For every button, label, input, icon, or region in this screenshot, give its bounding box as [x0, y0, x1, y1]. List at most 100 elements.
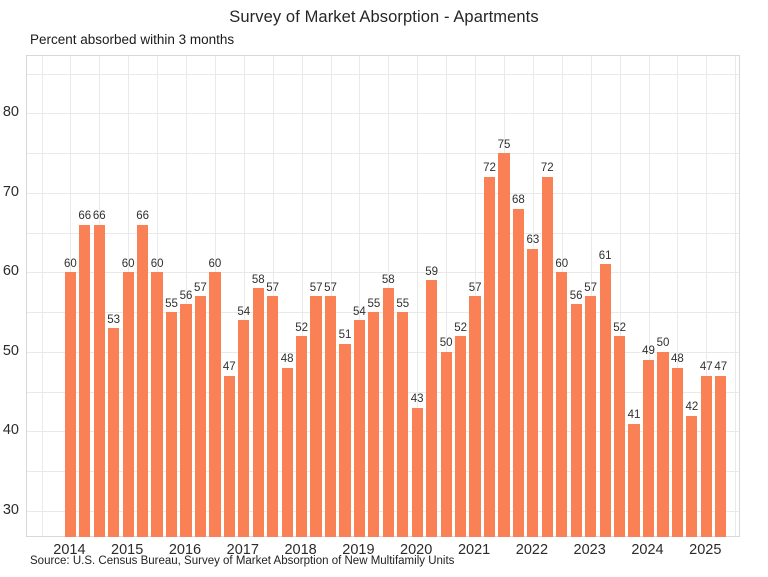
bar — [252, 288, 264, 537]
source-note: Source: U.S. Census Bureau, Survey of Ma… — [30, 555, 455, 567]
bar — [527, 248, 539, 537]
x-tick-label: 2020 — [400, 542, 433, 558]
bar-value-label: 57 — [468, 281, 482, 294]
bar-value-label: 59 — [425, 265, 439, 278]
h-gridline — [27, 113, 739, 115]
bar — [686, 415, 698, 537]
bar-value-label: 60 — [555, 257, 569, 270]
bar-value-label: 57 — [324, 281, 337, 294]
bar — [180, 304, 192, 537]
x-tick-label: 2023 — [573, 542, 606, 558]
bar — [122, 272, 134, 537]
bar — [440, 351, 452, 537]
x-tick-label: 2015 — [111, 542, 144, 558]
v-gridline — [706, 56, 708, 536]
bar — [715, 375, 727, 537]
bar — [64, 272, 76, 537]
bar — [296, 336, 308, 537]
v-gridline — [41, 56, 43, 536]
plot-area: 60 66 66 53 60 66 60 55 56 57 60 47 54 58 57 48 52 57 57 51… — [26, 55, 740, 537]
chart-subtitle: Percent absorbed within 3 months — [30, 32, 235, 47]
x-tick-label: 2014 — [53, 542, 86, 558]
bar-value-label: 57 — [309, 281, 323, 294]
v-gridline — [619, 56, 621, 536]
bar-value-label: 60 — [121, 257, 135, 270]
bar-value-label: 66 — [136, 210, 149, 223]
bar — [209, 272, 221, 537]
bar-value-label: 55 — [165, 297, 178, 310]
v-gridline — [735, 56, 737, 536]
h-gridline — [27, 272, 739, 274]
v-gridline — [243, 56, 245, 536]
v-gridline — [648, 56, 650, 536]
v-gridline — [590, 56, 592, 536]
bar — [628, 423, 640, 537]
y-tick-label: 60 — [2, 263, 19, 280]
bar-value-label: 55 — [396, 297, 410, 310]
x-tick-label: 2022 — [515, 542, 549, 558]
bar — [324, 296, 337, 537]
bar-value-label: 52 — [613, 321, 626, 334]
bar — [657, 351, 669, 537]
bar-value-label: 53 — [107, 313, 121, 326]
bar — [671, 367, 684, 537]
bar — [455, 336, 467, 537]
bar-value-label: 72 — [483, 162, 496, 175]
bar — [165, 312, 178, 537]
v-gridline — [677, 56, 679, 536]
bar — [512, 208, 525, 537]
bar — [397, 312, 409, 537]
bar — [137, 224, 149, 537]
bar-value-label: 47 — [699, 361, 713, 374]
v-gridline — [272, 56, 274, 536]
y-tick-label: 70 — [2, 183, 19, 200]
bar-value-label: 58 — [251, 273, 265, 286]
bar — [556, 272, 568, 537]
bar-value-label: 68 — [511, 194, 525, 207]
bar — [238, 320, 250, 537]
bar — [108, 328, 120, 537]
bar-value-label: 49 — [642, 345, 655, 358]
bar — [642, 359, 655, 537]
bar — [267, 296, 279, 537]
x-tick-label: 2016 — [168, 542, 202, 558]
bar-value-label: 57 — [193, 281, 207, 294]
h-gridline — [27, 153, 739, 154]
bar-value-label: 43 — [410, 393, 424, 406]
bar-value-label: 52 — [454, 321, 467, 334]
bar-value-label: 58 — [381, 273, 395, 286]
bar — [382, 288, 394, 537]
x-tick-label: 2019 — [342, 542, 375, 558]
bar-value-label: 55 — [367, 297, 381, 310]
bar — [93, 224, 105, 537]
bar — [79, 224, 91, 537]
v-gridline — [475, 56, 477, 536]
bar-value-label: 50 — [656, 337, 670, 350]
bar-value-label: 54 — [237, 305, 251, 318]
bar — [700, 375, 712, 537]
v-gridline — [301, 56, 303, 536]
bar-value-label: 75 — [497, 138, 511, 151]
bar — [411, 407, 423, 537]
x-tick-label: 2017 — [226, 542, 259, 558]
bar-value-label: 52 — [295, 321, 308, 334]
v-gridline — [330, 56, 332, 536]
bar — [498, 153, 510, 537]
bar-value-label: 60 — [63, 257, 77, 270]
chart-title: Survey of Market Absorption - Apartments — [229, 8, 539, 26]
bar-value-label: 48 — [670, 353, 684, 366]
h-gridline — [27, 73, 739, 75]
bar-value-label: 42 — [685, 401, 699, 413]
bar-value-label: 48 — [280, 353, 294, 366]
bar — [310, 296, 322, 537]
bar-value-label: 56 — [569, 289, 583, 302]
v-gridline — [359, 56, 361, 536]
v-gridline — [446, 56, 448, 536]
bar-value-label: 60 — [208, 257, 222, 270]
bar-value-label: 57 — [584, 281, 598, 294]
bar-value-label: 54 — [352, 305, 366, 318]
bar — [368, 312, 380, 537]
bar-value-label: 57 — [266, 281, 280, 294]
bar — [151, 272, 163, 537]
